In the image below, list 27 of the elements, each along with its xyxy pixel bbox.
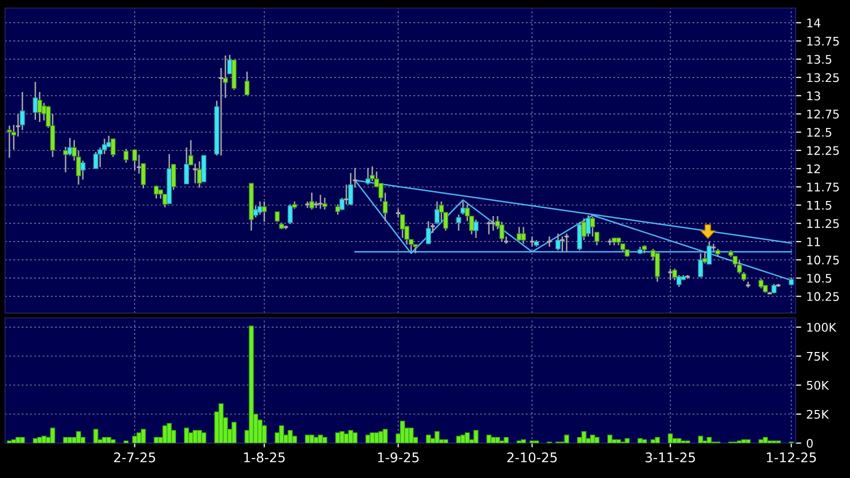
y-tick-label: 12.25 <box>807 146 839 156</box>
x-tick-label: 1-9-25 <box>378 452 419 462</box>
y-tick-label: 11 <box>807 237 820 246</box>
y-tick-label: 10.75 <box>807 256 839 264</box>
x-tick-label: 3-11-25 <box>646 452 695 462</box>
y-tick-label: 12 <box>807 164 820 174</box>
y-tick-label: 11.25 <box>807 219 839 228</box>
x-tick-label: 2-7-25 <box>114 452 156 462</box>
y-tick-label: 14 <box>807 18 820 28</box>
y-tick-label: 11.75 <box>807 182 839 192</box>
y-tick-label: 100K <box>807 322 837 332</box>
y-tick-label: 25K <box>806 410 830 419</box>
y-tick-label: 10.5 <box>807 274 832 283</box>
y-tick-label: 75K <box>806 352 830 361</box>
x-tick-label: 2-10-25 <box>507 452 557 462</box>
y-tick-label: 12.75 <box>807 110 839 119</box>
y-tick-label: 13 <box>807 91 820 100</box>
y-tick-label: 10.25 <box>807 292 839 301</box>
y-tick-label: 11.5 <box>807 200 832 210</box>
y-tick-label: 0 <box>806 438 813 448</box>
x-tick-label: 1-12-25 <box>766 452 816 462</box>
y-tick-label: 50K <box>806 380 830 390</box>
x-tick-label: 1-8-25 <box>244 452 285 462</box>
y-tick-label: 13.75 <box>807 36 839 46</box>
y-tick-label: 13.25 <box>807 73 839 82</box>
y-tick-label: 12.5 <box>807 128 832 137</box>
y-tick-label: 13.5 <box>807 54 832 64</box>
